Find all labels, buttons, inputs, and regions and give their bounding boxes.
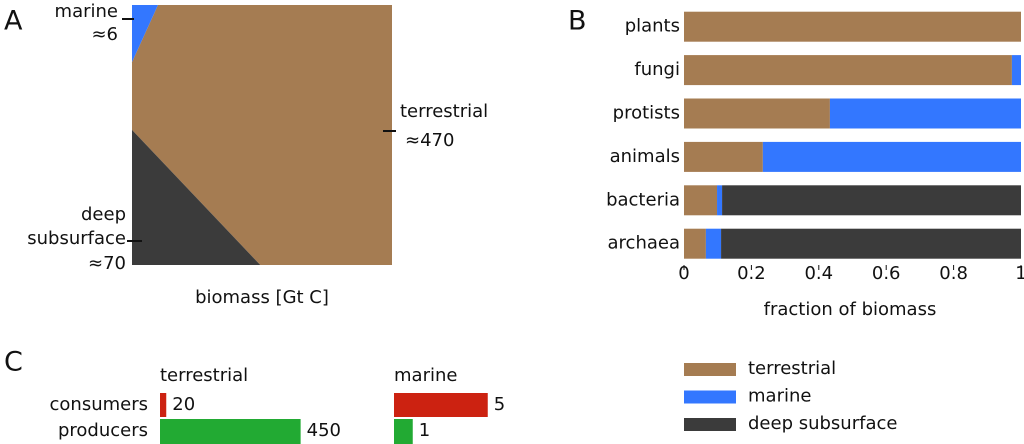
bar-segment: [705, 228, 722, 259]
area: [132, 5, 392, 265]
bar-segment: [684, 141, 763, 172]
y-tick-label: animals: [610, 146, 680, 167]
y-tick-label: producers: [58, 420, 148, 441]
y-tick-label: bacteria: [606, 189, 680, 210]
x-tick-label: 1: [1015, 263, 1024, 284]
panel-label: A: [4, 6, 23, 37]
x-axis-title: fraction of biomass: [764, 299, 937, 320]
value-label: 450: [307, 420, 341, 441]
bar: [394, 393, 488, 417]
x-tick-label: 0: [678, 263, 689, 284]
bar: [160, 419, 301, 444]
bar-segment: [684, 11, 1021, 42]
area: [132, 129, 261, 265]
y-tick-label: plants: [625, 16, 680, 37]
y-tick-label: fungi: [634, 59, 680, 80]
bar-segment: [722, 185, 1021, 216]
value-label: ≈470: [405, 130, 454, 151]
value-label: ≈70: [88, 253, 126, 274]
legend-swatch: [684, 363, 736, 376]
value-label: 20: [172, 394, 195, 415]
series-title: terrestrial: [160, 365, 248, 386]
panel-label: C: [4, 347, 23, 378]
bar-segment: [684, 55, 1012, 86]
bar-segment: [829, 98, 1021, 129]
bar: [394, 419, 413, 444]
value-label: ≈6: [91, 24, 118, 45]
x-axis-title: biomass [Gt C]: [195, 287, 329, 308]
y-tick-label: protists: [613, 103, 680, 124]
panel-label: B: [568, 6, 587, 37]
category-label: deep subsurface: [27, 204, 126, 249]
x-tick-label: 0.4: [804, 263, 833, 284]
legend-swatch: [684, 390, 736, 404]
value-label: 1: [419, 420, 430, 441]
area: [132, 5, 158, 63]
legend-label: marine: [748, 386, 811, 407]
series-title: marine: [394, 365, 457, 386]
bar: [160, 393, 167, 417]
x-tick-label: 0.8: [939, 263, 968, 284]
bar-segment: [762, 141, 1021, 172]
bar-segment: [684, 185, 718, 216]
x-tick-label: 0.6: [872, 263, 901, 284]
bar-segment: [717, 185, 723, 216]
legend-label: deep subsurface: [748, 413, 897, 434]
value-label: 5: [494, 394, 505, 415]
x-tick-label: 0.2: [737, 263, 766, 284]
legend-label: terrestrial: [748, 358, 836, 379]
y-tick-label: consumers: [50, 394, 149, 415]
bar-segment: [684, 228, 706, 259]
bar-segment: [1011, 55, 1021, 86]
bar-segment: [721, 228, 1021, 259]
category-label: terrestrial: [400, 101, 488, 122]
bar-segment: [684, 98, 830, 129]
y-tick-label: archaea: [608, 233, 680, 254]
category-label: marine: [55, 1, 118, 22]
legend-swatch: [684, 418, 736, 431]
